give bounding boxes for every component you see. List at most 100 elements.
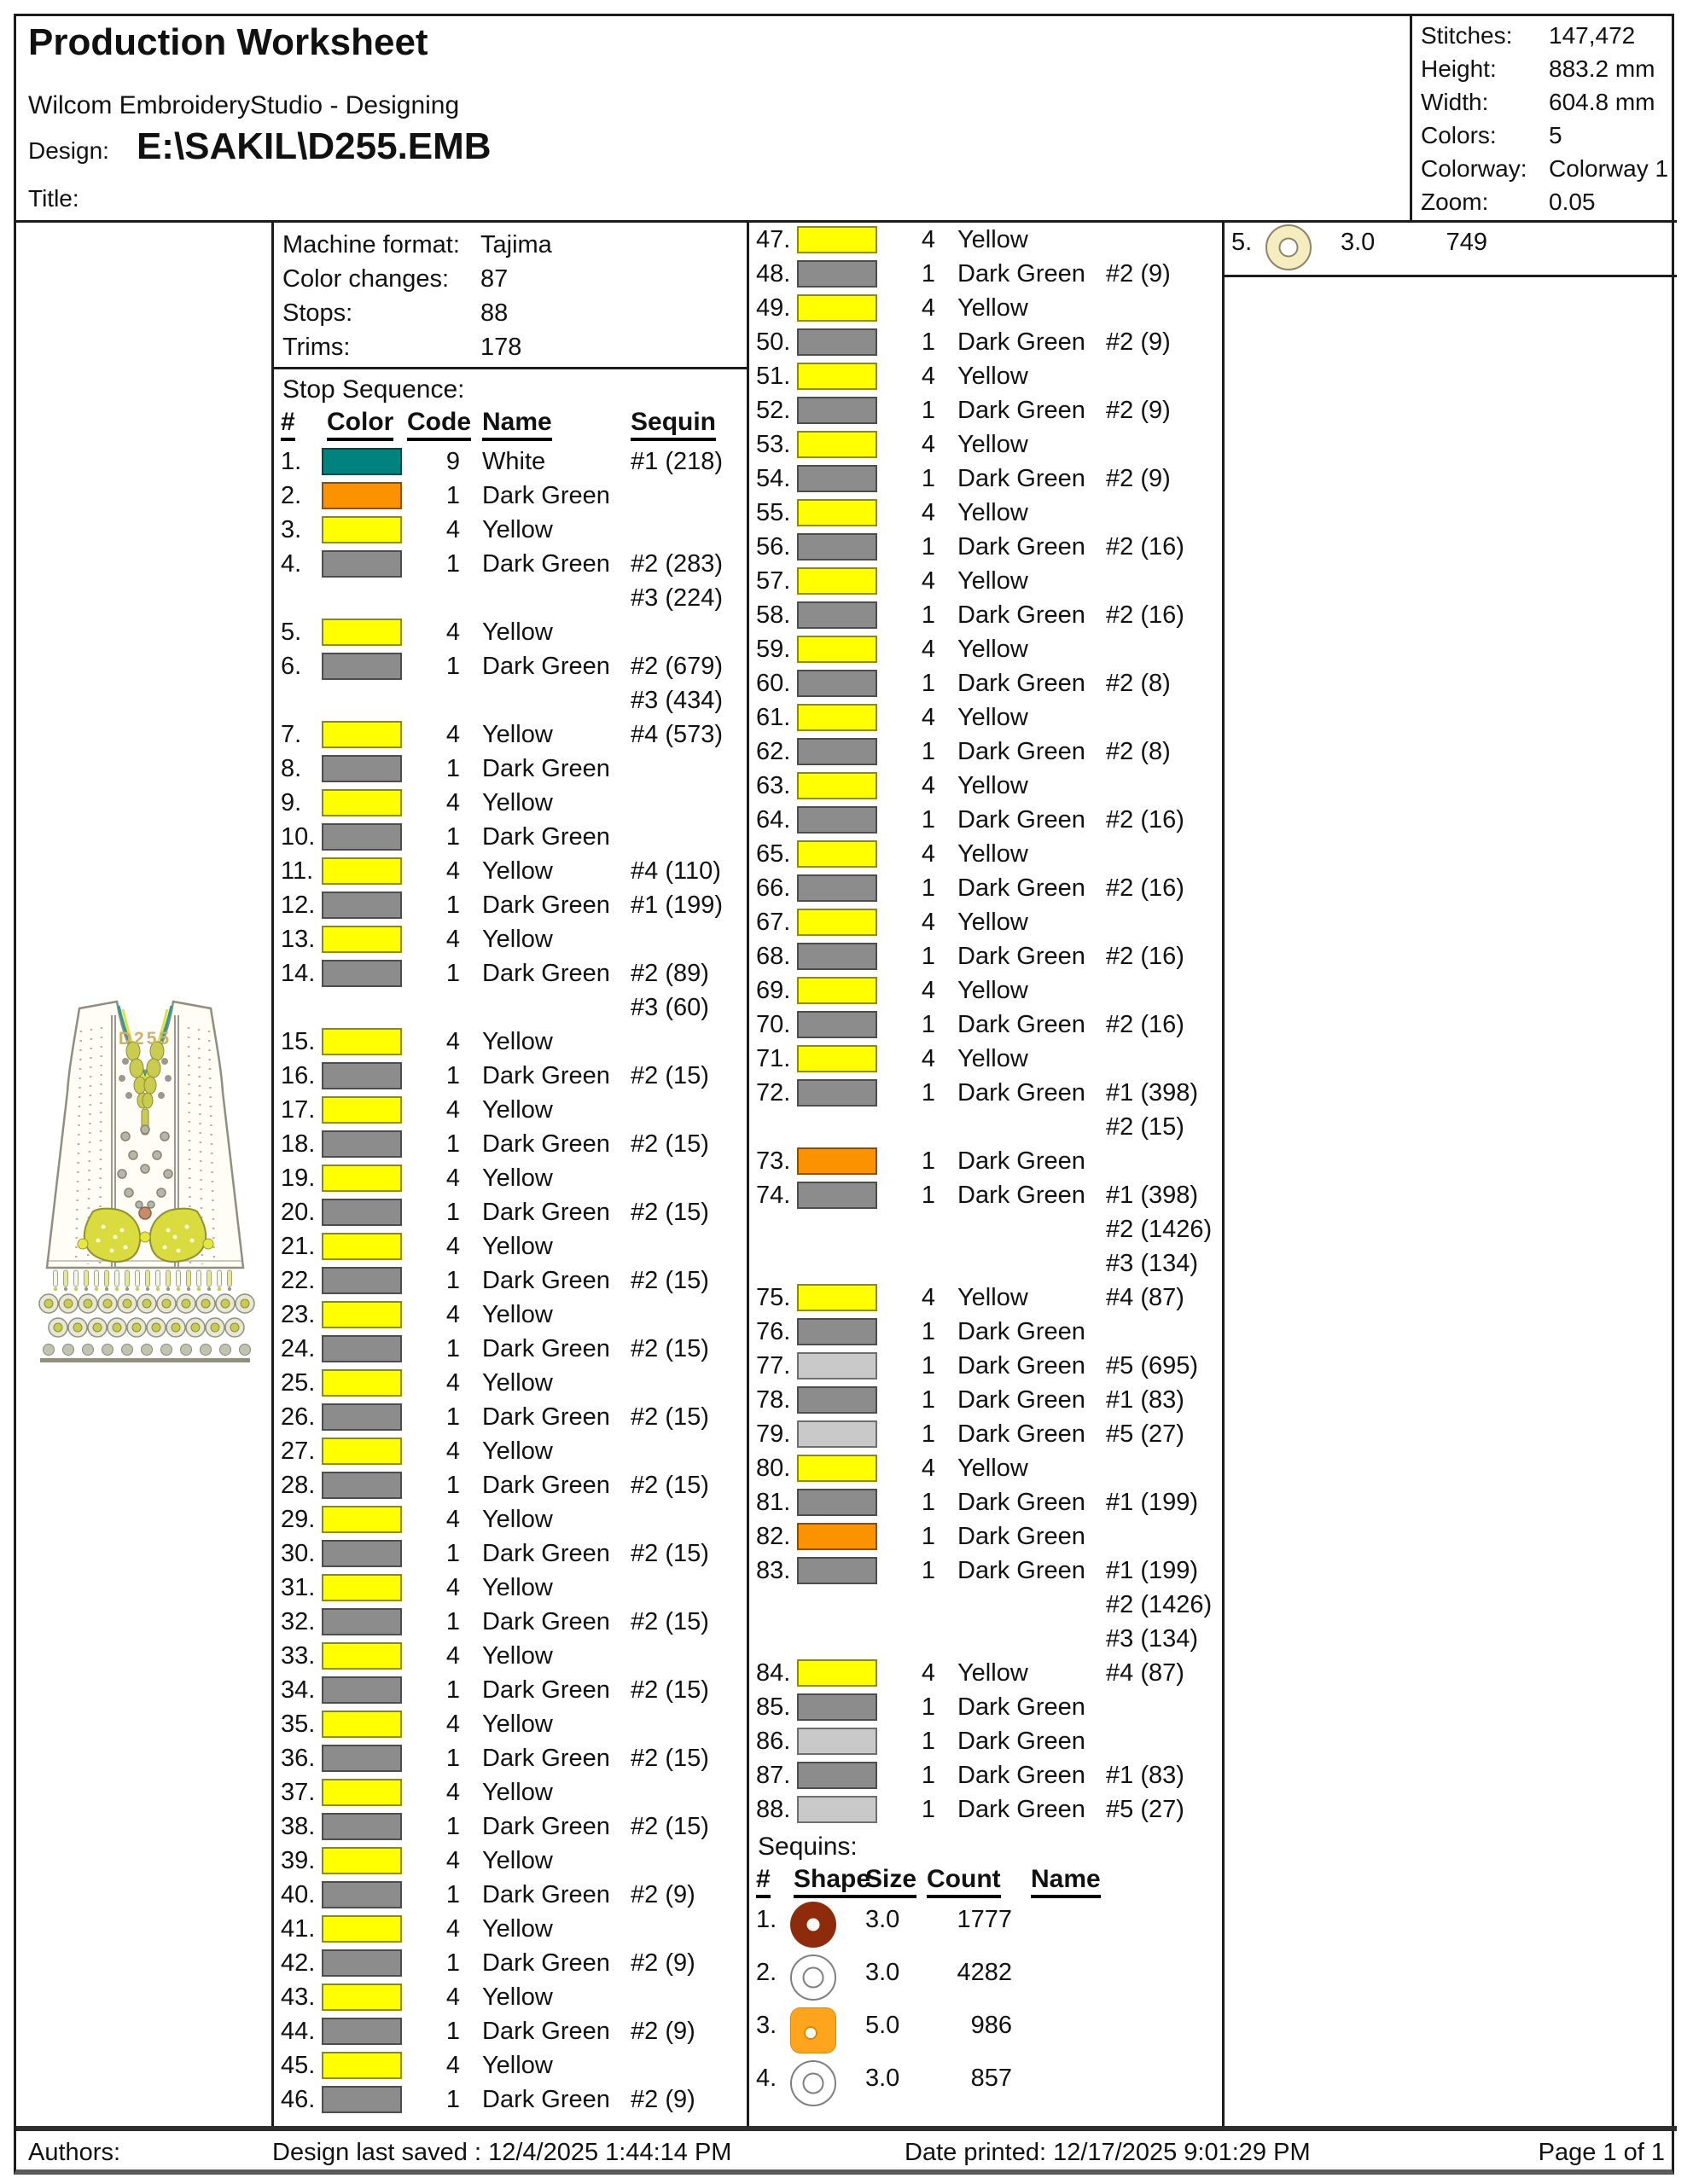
sequin-usage-line: #2 (9) xyxy=(631,2086,695,2113)
thread-name: Dark Green xyxy=(482,1813,610,1840)
thread-code: 4 xyxy=(445,721,460,748)
sequin-usage-line: #2 (16) xyxy=(1106,943,1184,970)
color-swatch xyxy=(797,738,877,765)
thread-name: Yellow xyxy=(957,772,1028,799)
stop-row-number: 43. xyxy=(281,1984,316,2011)
thread-name: Yellow xyxy=(957,567,1028,595)
stop-sequence-column-1: Machine format: Tajima Color changes: 87 S… xyxy=(274,223,747,2126)
thread-code: 1 xyxy=(445,1745,460,1772)
thread-code: 4 xyxy=(445,619,460,646)
sequin-usage-line: #2 (9) xyxy=(631,1949,695,1977)
sequins-label: Sequins: xyxy=(758,1833,858,1861)
color-swatch xyxy=(322,1847,402,1874)
sequin-usage: #2 (15) xyxy=(631,1673,709,1707)
color-swatch xyxy=(322,1233,402,1260)
sequin-usage: #2 (16) xyxy=(1106,803,1184,837)
sequin-row: 5. 3.0 749 xyxy=(1225,224,1677,277)
thread-name: Dark Green xyxy=(482,1062,610,1089)
color-swatch xyxy=(797,363,877,390)
sequin-usage: #2 (9) xyxy=(1106,462,1171,496)
color-swatch xyxy=(322,755,402,782)
thread-name: Dark Green xyxy=(957,943,1085,970)
color-swatch xyxy=(322,550,402,578)
sequin-row-number: 4. xyxy=(756,2065,777,2092)
leaf-motif-left xyxy=(83,1207,142,1263)
sequin-usage: #2 (679) #3 (434) xyxy=(631,649,723,717)
stop-row-number: 85. xyxy=(756,1693,791,1721)
thread-code: 1 xyxy=(445,1949,460,1977)
stop-row: 79. 1 Dark Green #5 (27) xyxy=(749,1417,1222,1451)
thread-name: Dark Green xyxy=(957,397,1085,424)
color-swatch xyxy=(797,772,877,799)
color-swatch xyxy=(322,516,402,543)
thread-name: Yellow xyxy=(957,1455,1028,1482)
thread-code: 1 xyxy=(445,1881,460,1908)
sequin-usage: #1 (199) #2 (1426) #3 (134) xyxy=(1106,1554,1212,1656)
stop-row: 66. 1 Dark Green #2 (16) xyxy=(749,871,1222,905)
stop-row-number: 15. xyxy=(281,1028,316,1055)
thread-name: Dark Green xyxy=(482,550,610,578)
thread-code: 1 xyxy=(921,943,935,970)
sequin-usage-line: #1 (83) xyxy=(1106,1386,1184,1414)
info-value: 883.2 mm xyxy=(1549,55,1655,82)
color-swatch xyxy=(797,226,877,253)
color-swatch xyxy=(322,1949,402,1977)
stop-row: 74. 1 Dark Green #1 (398) #2 (1426) #3 (134) xyxy=(749,1178,1222,1281)
color-swatch xyxy=(797,397,877,424)
stops-value: 88 xyxy=(480,299,509,327)
leaf-speckles xyxy=(96,1224,195,1253)
sequin-usage: #2 (15) xyxy=(631,1263,709,1298)
sequin-count: 1777 xyxy=(957,1906,1012,1933)
sequin-usage-line: #1 (218) xyxy=(631,448,724,475)
col-header-name: Name xyxy=(1031,1864,1101,1898)
stop-row: 76. 1 Dark Green xyxy=(749,1315,1222,1349)
stop-row-number: 61. xyxy=(756,704,791,731)
stop-row-number: 16. xyxy=(281,1062,316,1089)
sequin-usage-line: #4 (87) xyxy=(1106,1284,1184,1311)
info-value: 0.05 xyxy=(1549,189,1596,215)
thread-code: 1 xyxy=(445,1676,460,1704)
sequin-usage-line: #2 (15) xyxy=(631,1403,709,1431)
color-swatch xyxy=(797,294,877,322)
stop-row: 27. 4 Yellow xyxy=(274,1434,747,1468)
sequin-row-number: 2. xyxy=(756,1959,777,1986)
sequin-usage-line: #2 (1426) xyxy=(1106,1216,1213,1243)
sequin-usage: #2 (16) xyxy=(1106,1008,1184,1042)
sequin-usage: #2 (15) xyxy=(631,1536,709,1571)
stop-row: 21. 4 Yellow xyxy=(274,1229,747,1263)
sequin-usage-line: #2 (679) xyxy=(631,653,724,680)
thread-name: Yellow xyxy=(957,226,1028,253)
sequin-usage-line: #2 (9) xyxy=(631,2018,695,2045)
thread-code: 4 xyxy=(445,1301,460,1328)
thread-code: 1 xyxy=(921,1762,935,1789)
info-label: Colorway: xyxy=(1421,155,1527,182)
title-label: Title: xyxy=(28,185,79,212)
thread-name: Yellow xyxy=(482,1028,553,1055)
stop-row: 13. 4 Yellow xyxy=(274,922,747,956)
neck-ornament xyxy=(125,1041,165,1136)
sequin-usage: #2 (9) xyxy=(1106,325,1171,359)
thread-code: 1 xyxy=(921,1523,935,1550)
sequin-usage: #2 (9) xyxy=(631,2014,695,2048)
color-swatch xyxy=(797,1796,877,1823)
sequin-usage-line: #2 (9) xyxy=(1106,328,1171,356)
thread-code: 1 xyxy=(921,1079,935,1107)
thread-code: 1 xyxy=(445,1267,460,1294)
stop-row: 11. 4 Yellow #4 (110) xyxy=(274,854,747,888)
color-swatch xyxy=(797,670,877,697)
thread-name: Dark Green xyxy=(957,328,1085,356)
stop-row-number: 87. xyxy=(756,1762,791,1789)
sequin-usage: #2 (283) #3 (224) xyxy=(631,547,723,615)
stop-row: 82. 1 Dark Green xyxy=(749,1519,1222,1554)
thread-code: 1 xyxy=(921,1420,935,1448)
thread-code: 1 xyxy=(445,1335,460,1362)
sequin-usage-line: #2 (8) xyxy=(1106,670,1171,697)
thread-code: 4 xyxy=(921,1659,935,1687)
design-path: E:\SAKIL\D255.EMB xyxy=(136,125,492,167)
thread-code: 1 xyxy=(445,960,460,987)
thread-name: Yellow xyxy=(482,619,553,646)
stop-row: 12. 1 Dark Green #1 (199) xyxy=(274,888,747,922)
stop-row: 86. 1 Dark Green xyxy=(749,1724,1222,1758)
thread-name: Yellow xyxy=(482,1233,553,1260)
sequin-shape-icon xyxy=(790,2060,836,2106)
